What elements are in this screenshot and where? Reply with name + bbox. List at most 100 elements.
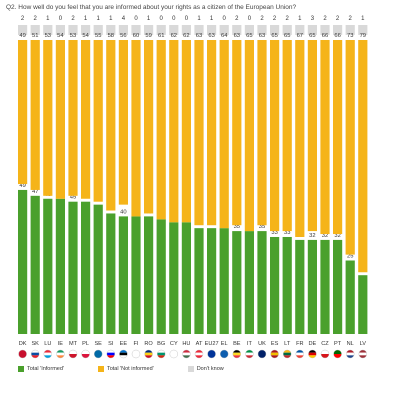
category-label-es: ES	[271, 341, 279, 347]
bar-not-informed-cz	[320, 40, 330, 235]
flag-mt-band-0	[69, 350, 77, 354]
bar-dont-know-cz	[320, 25, 330, 35]
label-informed-sk: 47	[32, 189, 38, 195]
bar-dont-know-ie	[55, 25, 65, 35]
flag-es-band-1	[270, 352, 279, 356]
label-not-informed-nl: 73	[347, 33, 353, 39]
flag-ee-band-2	[119, 355, 128, 358]
bar-informed-de	[307, 239, 317, 334]
bar-informed-es	[270, 236, 280, 334]
bar-informed-lt	[282, 236, 292, 334]
flag-cz-band-1	[321, 354, 329, 358]
bar-dont-know-uk	[257, 25, 267, 35]
flag-es-band-0	[270, 350, 279, 353]
label-not-informed-ie: 54	[57, 33, 64, 39]
flag-it-outline	[245, 349, 254, 359]
bar-informed-cz	[320, 239, 330, 334]
flag-ee-band-0	[119, 350, 128, 353]
bar-dont-know-hu	[181, 25, 191, 35]
label-not-informed-se: 55	[95, 33, 101, 39]
flag-be-band-2	[232, 355, 241, 358]
flag-fr-band-2	[295, 355, 304, 358]
flag-pt-band-0	[333, 350, 342, 354]
category-label-mt: MT	[69, 341, 78, 347]
bar-informed-ie	[55, 198, 65, 334]
bar-not-informed-pt	[333, 40, 343, 235]
flag-nl-band-0	[346, 350, 355, 353]
label-dont-know-lv: 1	[361, 16, 365, 22]
label-not-informed-ro: 59	[145, 33, 151, 39]
category-label-lt: LT	[284, 341, 291, 347]
label-not-informed-bg: 61	[158, 33, 164, 39]
label-dont-know-dk: 2	[21, 16, 25, 22]
label-dont-know-it: 0	[248, 16, 252, 22]
flag-ro-band-1	[144, 352, 153, 356]
flag-cz-band-0	[321, 350, 329, 354]
flag-sk-band-1	[31, 352, 40, 356]
flag-lt-band-2	[283, 355, 292, 358]
bar-not-informed-de	[307, 40, 317, 232]
flag-at-outline	[194, 349, 204, 359]
label-informed-be: 35	[234, 224, 240, 230]
flag-pt-outline	[333, 349, 342, 359]
label-informed-ee: 40	[120, 209, 126, 215]
flag-be-band-1	[232, 352, 241, 356]
category-label-dk: DK	[19, 341, 27, 347]
label-not-informed-eu27: 63	[208, 33, 214, 39]
bar-dont-know-lv	[358, 25, 368, 35]
flag-de-band-1	[308, 352, 317, 356]
label-dont-know-ie: 0	[59, 16, 63, 22]
label-dont-know-fi: 0	[134, 16, 138, 22]
flag-eu27	[207, 349, 216, 359]
label-dont-know-si: 1	[109, 16, 113, 22]
label-not-informed-es: 65	[271, 33, 277, 39]
flag-cy	[169, 349, 179, 359]
flag-si-outline	[106, 349, 116, 359]
label-dont-know-be: 2	[235, 16, 239, 22]
legend-label-not-informed: Total 'Not informed'	[106, 366, 154, 372]
bar-informed-lv	[358, 275, 368, 334]
category-label-pl: PL	[82, 341, 89, 347]
label-not-informed-pl: 54	[82, 33, 89, 39]
bar-not-informed-fi	[131, 40, 141, 217]
flag-si-band-1	[106, 352, 115, 356]
category-label-bg: BG	[157, 341, 165, 347]
label-not-informed-dk: 49	[19, 33, 25, 39]
label-dont-know-el: 0	[223, 16, 227, 22]
category-label-uk: UK	[258, 341, 266, 347]
bar-dont-know-it	[244, 25, 254, 35]
label-dont-know-eu27: 1	[210, 16, 214, 22]
label-not-informed-ee: 56	[120, 33, 126, 39]
bar-informed-cy	[169, 222, 179, 334]
flag-fr-outline	[295, 349, 304, 359]
bar-dont-know-ee	[118, 25, 128, 35]
flag-es-outline	[270, 349, 279, 359]
bar-not-informed-sk	[30, 40, 40, 190]
bar-not-informed-el	[219, 40, 229, 229]
flag-bg-outline	[156, 349, 166, 359]
bar-informed-mt	[68, 201, 78, 334]
category-label-lu: LU	[44, 341, 51, 347]
legend-swatch-not-informed	[97, 366, 104, 372]
flag-it-band-1	[245, 352, 254, 356]
flag-lv-band-0	[358, 350, 367, 353]
label-informed-de: 32	[309, 233, 315, 239]
flag-ee-outline	[119, 349, 128, 359]
flag-it-band-2	[245, 355, 254, 358]
label-informed-cz: 32	[322, 233, 328, 239]
flag-lu-outline	[43, 349, 52, 359]
bar-dont-know-se	[93, 25, 103, 35]
bar-not-informed-cy	[169, 40, 179, 223]
flag-sk-band-2	[31, 355, 40, 358]
legend-swatch-dont-know	[187, 366, 194, 372]
label-dont-know-lu: 1	[46, 16, 50, 22]
flag-at-band-0	[195, 350, 203, 353]
flag-hu-outline	[182, 349, 191, 359]
bar-dont-know-fr	[295, 25, 305, 35]
label-dont-know-pt: 2	[336, 16, 340, 22]
flag-pt-band-1	[333, 354, 342, 358]
bar-informed-it	[244, 231, 254, 334]
flag-nl-band-2	[346, 355, 355, 358]
flag-fr-band-0	[295, 350, 304, 353]
